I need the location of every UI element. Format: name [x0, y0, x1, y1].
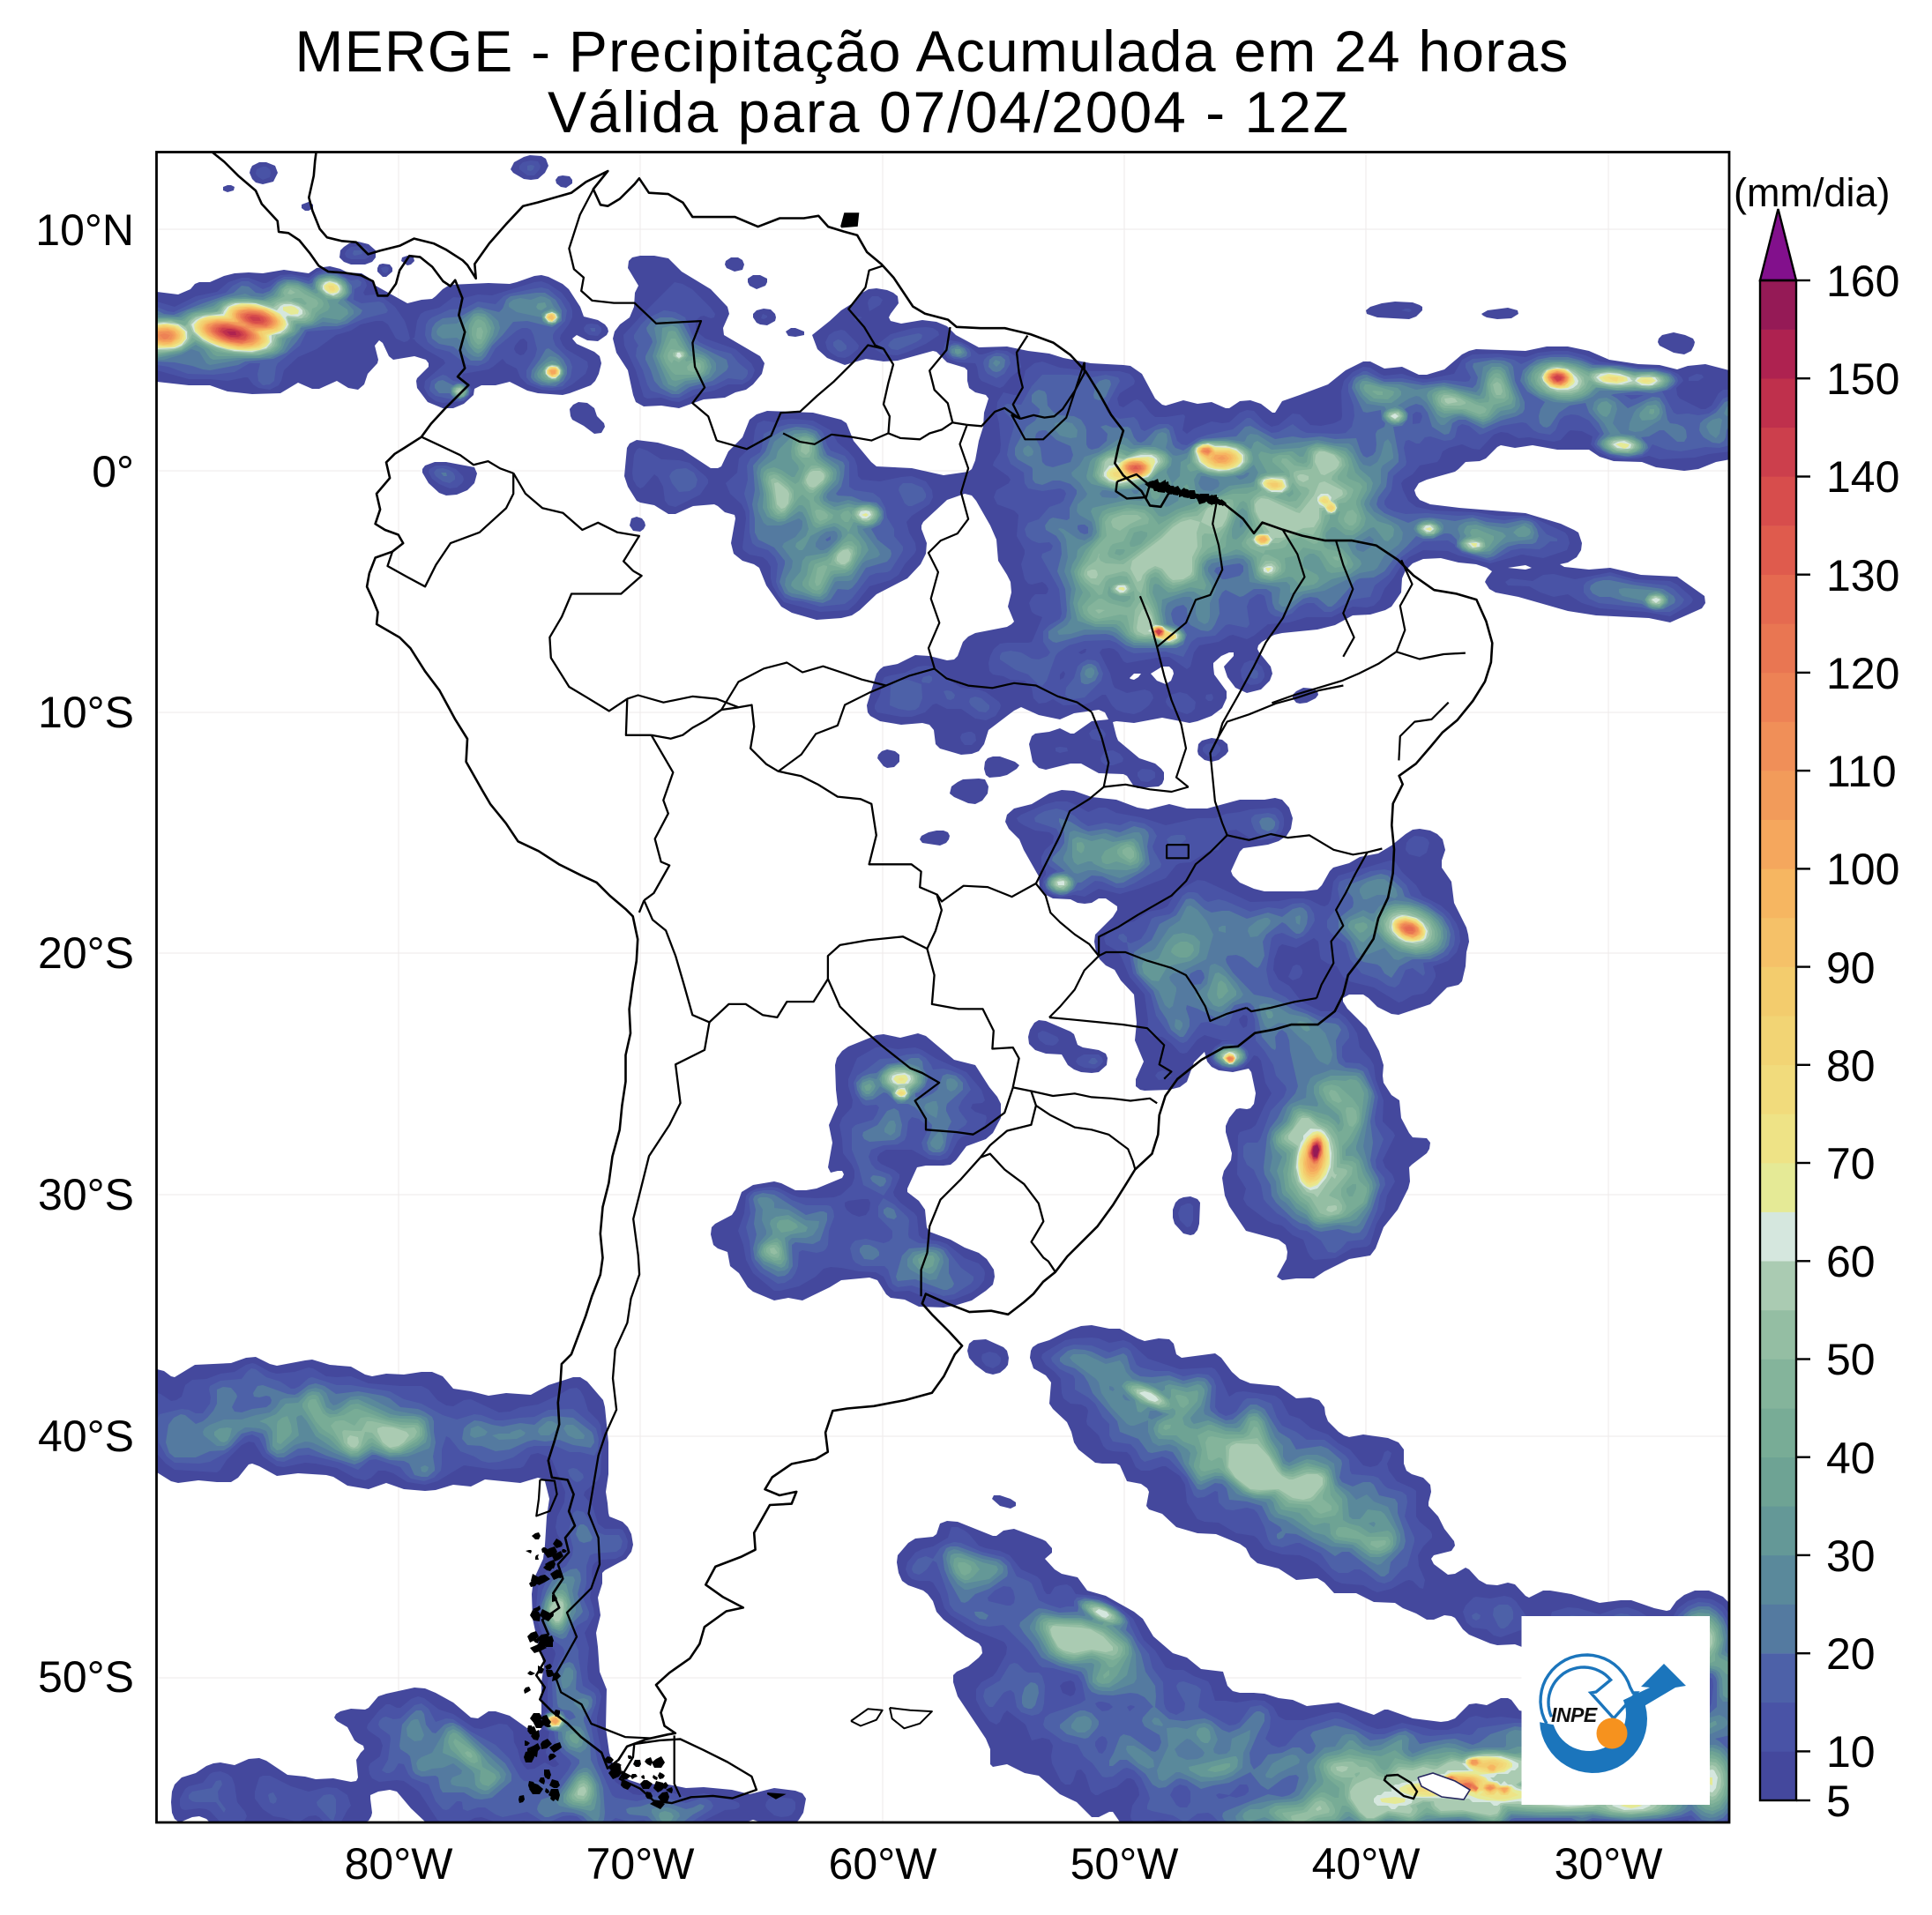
svg-text:5: 5 — [1826, 1777, 1851, 1826]
svg-text:Válida para 07/04/2004 - 12Z: Válida para 07/04/2004 - 12Z — [548, 79, 1350, 145]
svg-text:60°W: 60°W — [829, 1839, 938, 1889]
svg-text:150: 150 — [1826, 354, 1899, 404]
svg-text:70°W: 70°W — [586, 1839, 696, 1889]
svg-text:80°W: 80°W — [345, 1839, 454, 1889]
svg-text:20: 20 — [1826, 1629, 1876, 1679]
svg-text:100: 100 — [1826, 845, 1899, 894]
svg-text:130: 130 — [1826, 551, 1899, 600]
svg-text:10°S: 10°S — [38, 688, 134, 737]
svg-text:40°S: 40°S — [38, 1412, 134, 1461]
svg-text:0°: 0° — [92, 447, 134, 496]
svg-text:50°S: 50°S — [38, 1652, 134, 1702]
svg-text:10°N: 10°N — [35, 205, 134, 255]
svg-text:(mm/dia): (mm/dia) — [1734, 170, 1891, 215]
svg-text:90: 90 — [1826, 943, 1876, 993]
svg-text:10: 10 — [1826, 1727, 1876, 1777]
svg-text:160: 160 — [1826, 257, 1899, 306]
svg-text:50°W: 50°W — [1070, 1839, 1180, 1889]
svg-text:110: 110 — [1826, 747, 1897, 796]
svg-text:140: 140 — [1826, 452, 1899, 502]
svg-text:MERGE - Precipitação Acumulada: MERGE - Precipitação Acumulada em 24 hor… — [295, 19, 1569, 84]
svg-text:40: 40 — [1826, 1434, 1876, 1483]
svg-text:30: 30 — [1826, 1531, 1876, 1581]
svg-text:70: 70 — [1826, 1139, 1876, 1188]
svg-text:120: 120 — [1826, 649, 1899, 698]
svg-text:INPE: INPE — [1551, 1703, 1598, 1726]
svg-text:60: 60 — [1826, 1237, 1876, 1286]
svg-text:20°S: 20°S — [38, 928, 134, 978]
svg-text:50: 50 — [1826, 1335, 1876, 1384]
svg-text:30°W: 30°W — [1555, 1839, 1664, 1889]
svg-text:80: 80 — [1826, 1041, 1876, 1091]
svg-text:40°W: 40°W — [1312, 1839, 1421, 1889]
svg-text:30°S: 30°S — [38, 1170, 134, 1219]
